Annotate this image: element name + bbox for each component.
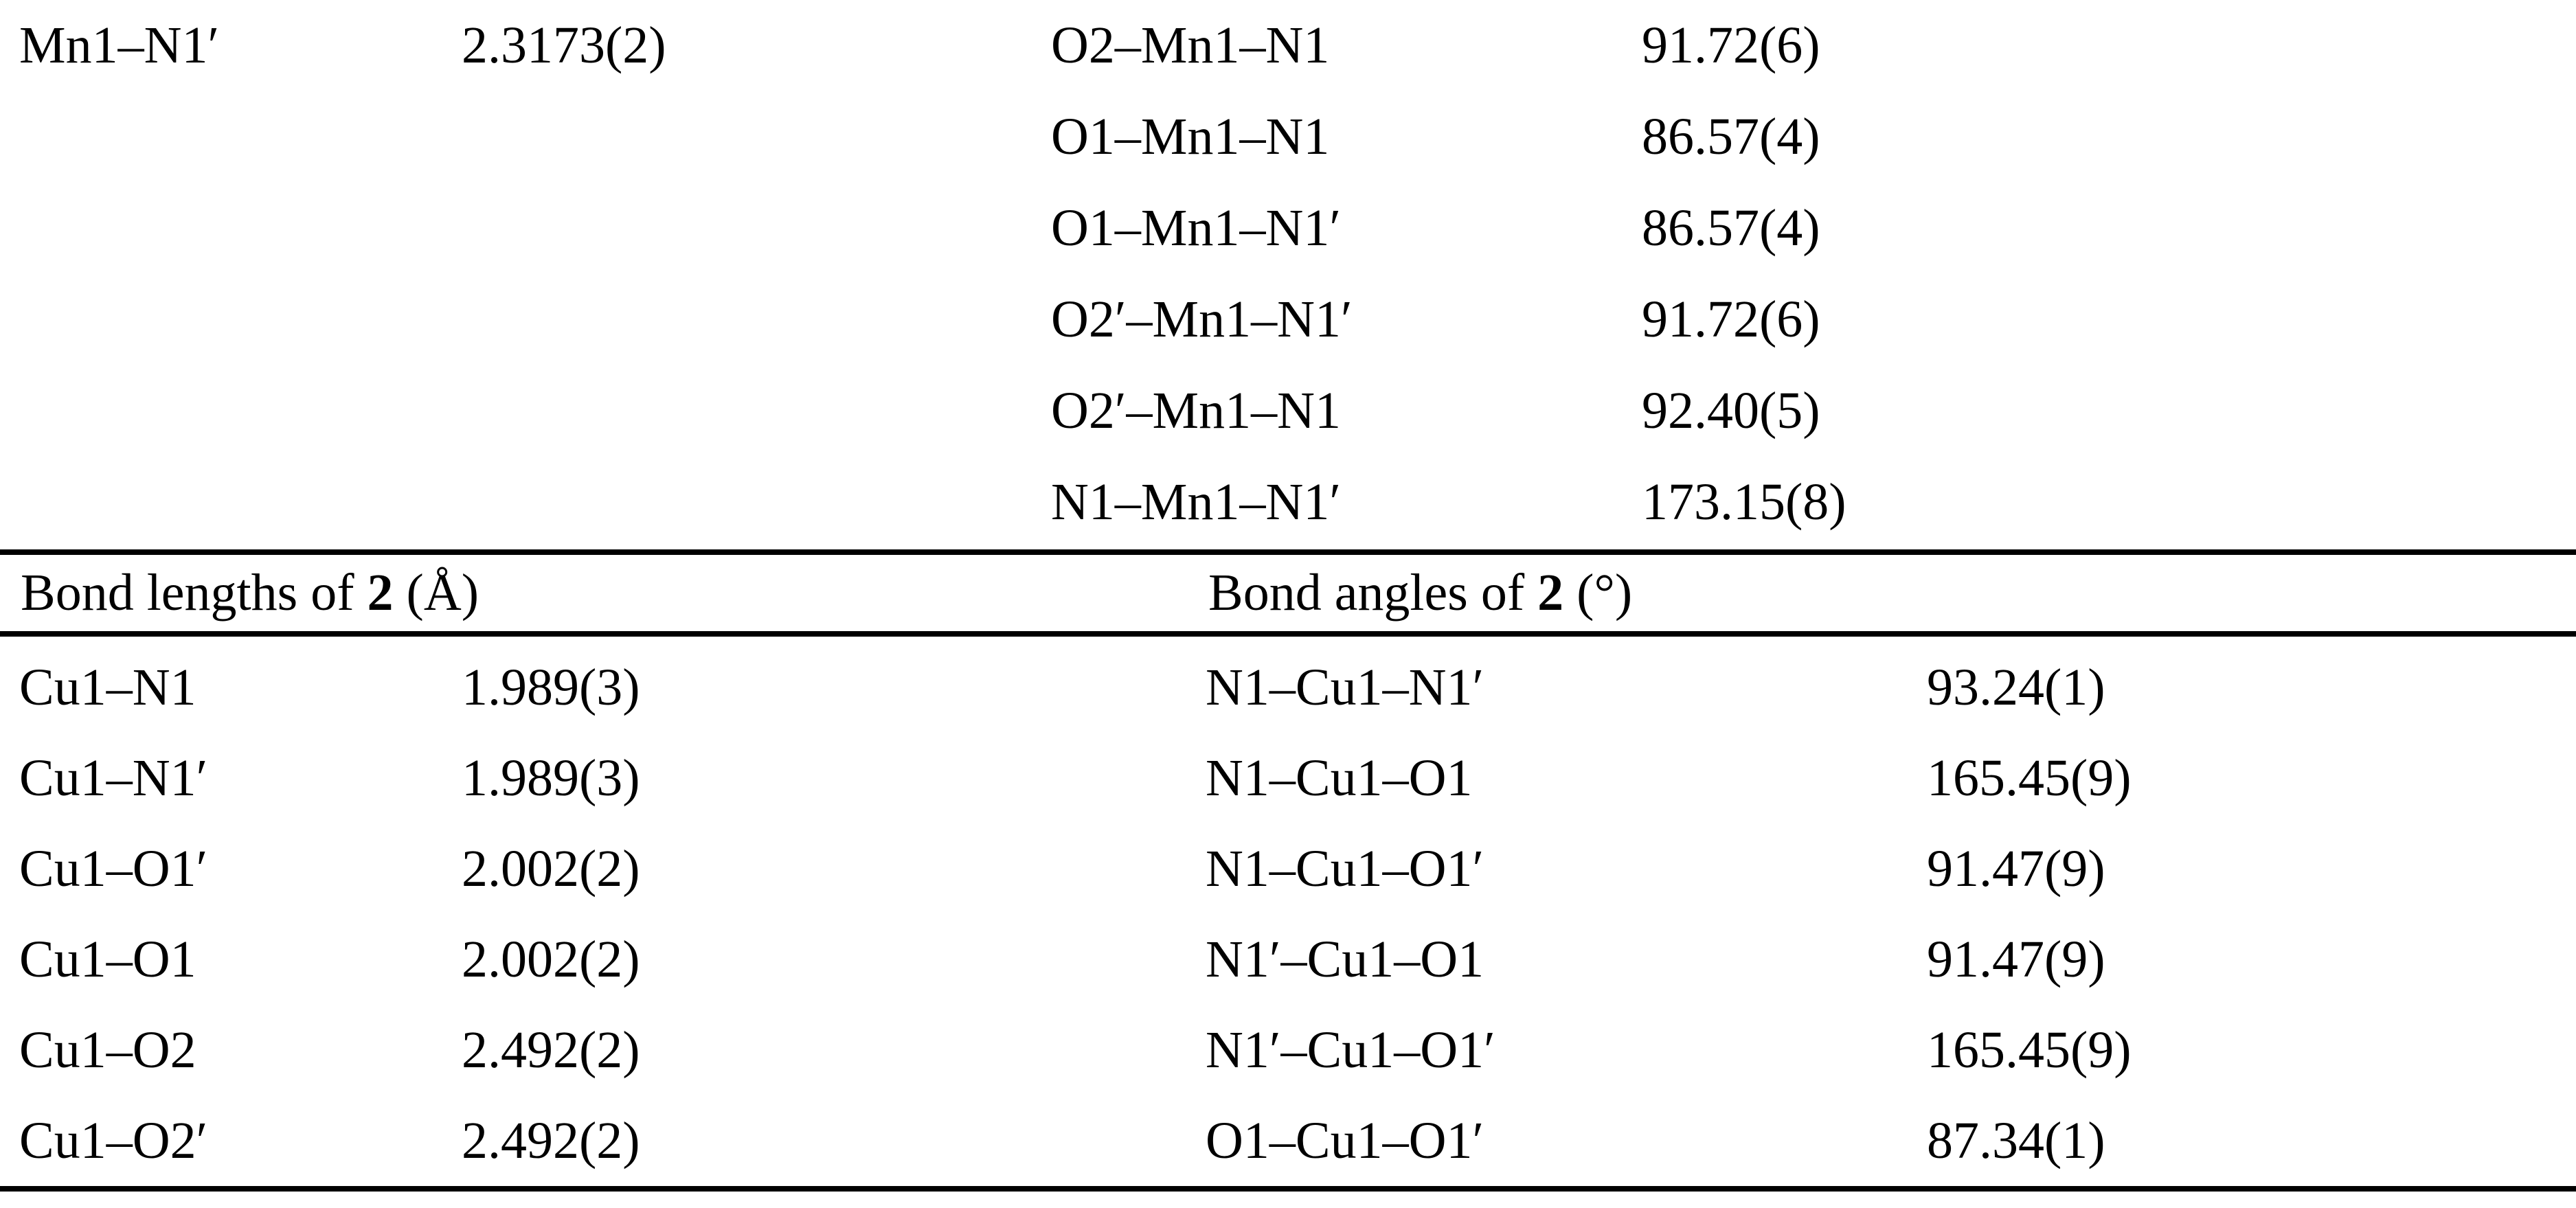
angle-label: O1–Mn1–N1	[1051, 108, 1330, 166]
angle-label: N1′–Cu1–O1′	[1206, 1021, 1495, 1079]
bond-label: Cu1–O1	[19, 930, 196, 988]
bond-label: Cu1–O2′	[19, 1111, 208, 1170]
bond-length-value: 2.492(2)	[462, 1111, 640, 1170]
table-row: Cu1–N1′ 1.989(3) N1–Cu1–O1 165.45(9)	[0, 733, 2576, 823]
angle-value: 91.47(9)	[1927, 839, 2105, 898]
table-row: N1–Mn1–N1′ 173.15(8)	[0, 457, 2576, 548]
table-row: O1–Mn1–N1′ 86.57(4)	[0, 183, 2576, 274]
angle-label: O2′–Mn1–N1	[1051, 382, 1341, 440]
angle-value: 86.57(4)	[1642, 108, 1820, 166]
bond-length-value: 2.3173(2)	[462, 16, 666, 74]
bond-lengths-header-post: (Å)	[393, 564, 479, 622]
table-row: Cu1–O2 2.492(2) N1′–Cu1–O1′ 165.45(9)	[0, 1005, 2576, 1095]
angle-label: N1–Cu1–O1′	[1206, 839, 1484, 898]
bond-length-value: 1.989(3)	[462, 749, 640, 807]
bond-lengths-header-pre: Bond lengths of	[21, 564, 368, 622]
angle-value: 165.45(9)	[1927, 1021, 2132, 1079]
angle-label: N1–Cu1–O1	[1206, 749, 1473, 807]
table-row: Cu1–O2′ 2.492(2) O1–Cu1–O1′ 87.34(1)	[0, 1095, 2576, 1186]
angle-label: O2–Mn1–N1	[1051, 16, 1330, 74]
table-row: Mn1–N1′ 2.3173(2) O2–Mn1–N1 91.72(6)	[0, 0, 2576, 91]
angle-label: O1–Cu1–O1′	[1206, 1111, 1484, 1170]
angle-label: N1′–Cu1–O1	[1206, 930, 1484, 988]
bond-label: Mn1–N1′	[19, 16, 220, 74]
angle-label: N1–Mn1–N1′	[1051, 473, 1341, 531]
bond-angles-header: Bond angles of 2 (°)	[1206, 563, 2576, 623]
table-header-row: Bond lengths of 2 (Å) Bond angles of 2 (…	[0, 555, 2576, 631]
angle-value: 91.47(9)	[1927, 930, 2105, 988]
angle-label: N1–Cu1–N1′	[1206, 658, 1484, 716]
table-rule-top	[0, 549, 2576, 555]
angle-value: 91.72(6)	[1642, 290, 1820, 348]
angle-value: 92.40(5)	[1642, 382, 1820, 440]
bond-label: Cu1–N1	[19, 658, 196, 716]
bond-lengths-header: Bond lengths of 2 (Å)	[0, 563, 1206, 623]
bond-length-value: 2.002(2)	[462, 930, 640, 988]
bond-angles-header-pre: Bond angles of	[1208, 564, 1538, 622]
bond-length-value: 1.989(3)	[462, 658, 640, 716]
bond-length-value: 2.002(2)	[462, 839, 640, 898]
table-row: Cu1–N1 1.989(3) N1–Cu1–N1′ 93.24(1)	[0, 642, 2576, 733]
bond-label: Cu1–O2	[19, 1021, 196, 1079]
table-row: Cu1–O1′ 2.002(2) N1–Cu1–O1′ 91.47(9)	[0, 823, 2576, 914]
bond-label: Cu1–N1′	[19, 749, 208, 807]
angle-value: 93.24(1)	[1927, 658, 2105, 716]
bond-label: Cu1–O1′	[19, 839, 208, 898]
table-row: O2′–Mn1–N1′ 91.72(6)	[0, 274, 2576, 365]
angle-label: O1–Mn1–N1′	[1051, 199, 1341, 257]
angle-value: 173.15(8)	[1642, 473, 1846, 531]
table-rule-bottom	[0, 1186, 2576, 1192]
angle-value: 87.34(1)	[1927, 1111, 2105, 1170]
angle-value: 86.57(4)	[1642, 199, 1820, 257]
compound-number: 2	[1537, 564, 1564, 622]
angle-value: 91.72(6)	[1642, 16, 1820, 74]
angle-value: 165.45(9)	[1927, 749, 2132, 807]
table-row: O1–Mn1–N1 86.57(4)	[0, 91, 2576, 183]
table-row: Cu1–O1 2.002(2) N1′–Cu1–O1 91.47(9)	[0, 914, 2576, 1005]
bond-length-value: 2.492(2)	[462, 1021, 640, 1079]
table-row: O2′–Mn1–N1 92.40(5)	[0, 365, 2576, 457]
angle-label: O2′–Mn1–N1′	[1051, 290, 1353, 348]
table-rule-header	[0, 631, 2576, 637]
compound-number: 2	[367, 564, 394, 622]
bond-angles-header-post: (°)	[1563, 564, 1633, 622]
